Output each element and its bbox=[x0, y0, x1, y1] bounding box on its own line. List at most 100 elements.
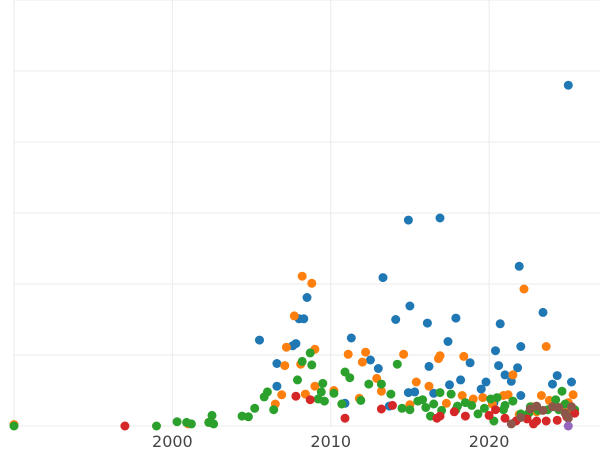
data-point bbox=[551, 395, 561, 405]
data-point bbox=[345, 373, 355, 383]
data-point bbox=[262, 387, 272, 397]
data-point bbox=[500, 370, 510, 380]
data-point bbox=[365, 355, 375, 365]
data-point bbox=[243, 412, 253, 422]
data-point bbox=[451, 313, 461, 323]
data-point bbox=[307, 360, 317, 370]
series-3 bbox=[120, 391, 580, 431]
data-point bbox=[563, 413, 573, 423]
data-point bbox=[376, 379, 386, 389]
data-point bbox=[305, 395, 315, 405]
data-point bbox=[172, 417, 182, 427]
data-points bbox=[9, 80, 580, 431]
data-point bbox=[484, 410, 494, 420]
data-point bbox=[405, 405, 415, 415]
x-tick-label: 2000 bbox=[152, 432, 193, 450]
data-point bbox=[280, 361, 290, 371]
data-point bbox=[291, 391, 301, 401]
data-point bbox=[434, 354, 443, 364]
data-point bbox=[399, 349, 409, 359]
data-point bbox=[456, 375, 466, 385]
data-point bbox=[443, 337, 453, 346]
data-point bbox=[481, 377, 491, 387]
data-point bbox=[536, 391, 546, 400]
data-point bbox=[516, 413, 526, 422]
data-point bbox=[467, 400, 477, 410]
data-point bbox=[519, 284, 529, 294]
data-point bbox=[494, 361, 504, 371]
data-point bbox=[424, 361, 434, 371]
data-point bbox=[356, 395, 366, 405]
series-4 bbox=[506, 401, 576, 429]
data-point bbox=[277, 390, 287, 400]
data-point bbox=[297, 271, 307, 281]
data-point bbox=[343, 349, 353, 359]
data-point bbox=[429, 399, 439, 409]
data-point bbox=[403, 215, 413, 225]
data-point bbox=[516, 342, 526, 351]
data-point bbox=[411, 377, 421, 387]
data-point bbox=[457, 391, 467, 400]
data-point bbox=[508, 370, 518, 380]
data-point bbox=[272, 359, 282, 368]
data-point bbox=[557, 386, 567, 396]
data-point bbox=[397, 403, 407, 413]
data-point bbox=[340, 413, 350, 423]
data-point bbox=[538, 307, 548, 317]
data-point bbox=[541, 416, 551, 426]
data-point bbox=[361, 347, 371, 357]
data-point bbox=[513, 363, 523, 373]
data-point bbox=[446, 389, 456, 399]
data-point bbox=[388, 400, 397, 410]
data-point bbox=[567, 402, 576, 412]
data-point bbox=[567, 377, 576, 387]
data-point bbox=[538, 405, 548, 415]
data-point bbox=[514, 261, 524, 271]
data-point bbox=[476, 384, 486, 394]
data-point bbox=[529, 419, 538, 429]
data-point bbox=[209, 419, 219, 429]
data-point bbox=[491, 346, 500, 356]
data-point bbox=[568, 390, 578, 400]
data-point bbox=[329, 388, 339, 398]
data-point bbox=[346, 333, 356, 343]
data-point bbox=[364, 379, 374, 389]
data-point bbox=[532, 401, 542, 411]
data-point bbox=[421, 403, 431, 412]
data-point bbox=[563, 80, 573, 90]
data-point bbox=[310, 381, 320, 391]
data-point bbox=[376, 404, 386, 414]
data-point bbox=[269, 405, 279, 415]
data-point bbox=[478, 393, 488, 403]
x-tick-label: 2020 bbox=[469, 432, 510, 450]
data-point bbox=[403, 388, 413, 398]
data-point bbox=[506, 419, 516, 429]
data-point bbox=[9, 421, 19, 431]
data-point bbox=[316, 387, 326, 397]
data-point bbox=[289, 311, 299, 321]
data-point bbox=[255, 335, 264, 345]
data-point bbox=[465, 358, 475, 368]
data-point bbox=[373, 364, 383, 373]
data-point bbox=[441, 398, 451, 408]
x-axis-tick-labels: 2000 2010 2020 bbox=[152, 432, 509, 450]
series-2 bbox=[9, 348, 580, 431]
data-point bbox=[516, 391, 526, 400]
data-point bbox=[492, 393, 502, 403]
data-point bbox=[386, 389, 396, 399]
data-point bbox=[495, 319, 505, 329]
data-point bbox=[500, 400, 510, 410]
data-point bbox=[120, 421, 130, 431]
data-point bbox=[250, 403, 260, 413]
data-point bbox=[378, 273, 388, 283]
data-point bbox=[445, 380, 454, 390]
data-point bbox=[297, 356, 307, 366]
data-point bbox=[508, 396, 518, 406]
data-point bbox=[302, 293, 312, 302]
data-point bbox=[293, 375, 302, 385]
data-point bbox=[186, 419, 196, 429]
data-point bbox=[460, 411, 470, 421]
series-5 bbox=[563, 421, 573, 431]
data-point bbox=[459, 351, 469, 361]
